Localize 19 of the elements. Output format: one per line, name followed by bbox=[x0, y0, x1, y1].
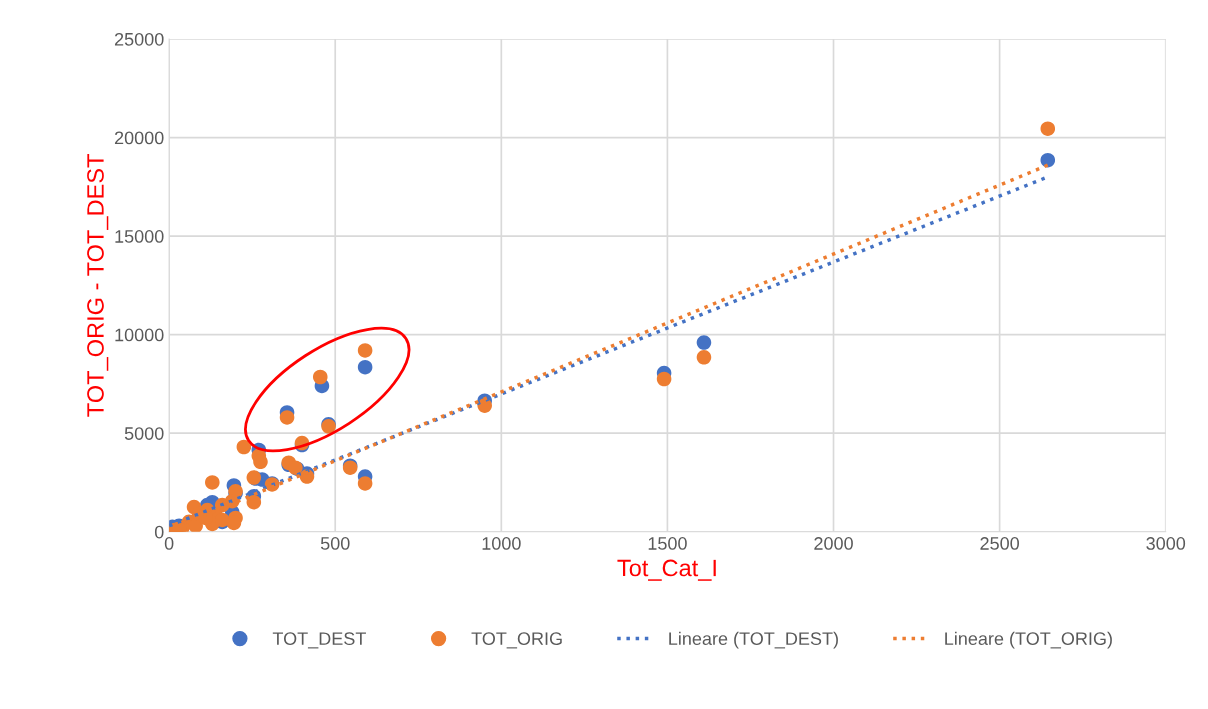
x-tick-label: 2500 bbox=[980, 537, 1019, 550]
x-tick-label: 2000 bbox=[814, 537, 853, 550]
x-tick-label: 500 bbox=[320, 537, 350, 550]
legend-label: Lineare (TOT_DEST) bbox=[669, 631, 838, 649]
y-tick-label: 20000 bbox=[114, 131, 164, 145]
legend-label: TOT_ORIG bbox=[471, 632, 562, 649]
x-axis-title: Tot_Cat_I bbox=[617, 559, 716, 581]
legend-label: Lineare (TOT_ORIG) bbox=[945, 631, 1112, 649]
x-tick-label: 1500 bbox=[648, 537, 687, 550]
x-tick-label: 3000 bbox=[1146, 537, 1186, 550]
y-tick-label: 15000 bbox=[115, 230, 164, 243]
x-tick-label: 0 bbox=[164, 537, 174, 550]
x-tick-label: 1000 bbox=[482, 537, 521, 550]
legend-label: TOT_DEST bbox=[272, 632, 366, 649]
y-axis-title: TOT_ORIG - TOT_DEST bbox=[87, 154, 109, 417]
y-tick-label: 0 bbox=[154, 525, 164, 539]
y-tick-label: 5000 bbox=[124, 427, 164, 440]
y-tick-label: 25000 bbox=[114, 32, 164, 46]
y-tick-label: 10000 bbox=[115, 328, 164, 342]
